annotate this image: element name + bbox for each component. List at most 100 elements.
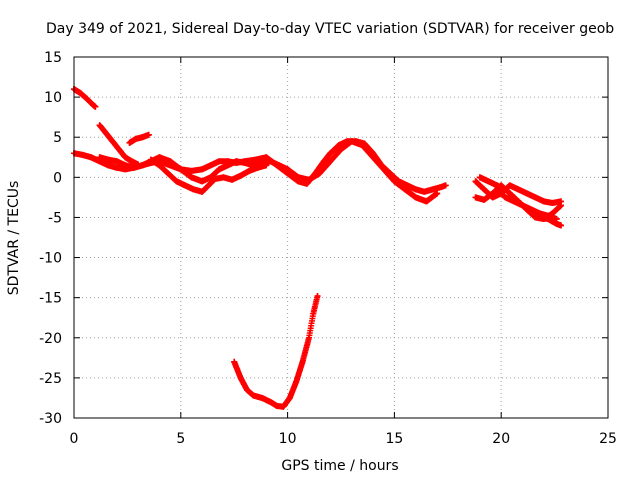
data-point (237, 172, 244, 179)
data-point (493, 186, 500, 193)
data-point (199, 166, 206, 173)
data-point (438, 183, 445, 190)
data-point (167, 158, 174, 165)
data-point (485, 178, 492, 185)
data-point (207, 162, 214, 169)
x-tick-label: 5 (176, 431, 185, 447)
data-point (173, 178, 180, 185)
data-point (359, 142, 366, 149)
data-point (241, 159, 248, 166)
data-point (421, 188, 428, 195)
x-axis-label: GPS time / hours (281, 458, 398, 474)
data-point (553, 216, 560, 223)
data-point (105, 162, 112, 169)
data-point (190, 186, 197, 193)
data-point (113, 158, 120, 165)
data-point (237, 374, 244, 381)
data-point (429, 186, 436, 193)
data-point (532, 194, 539, 201)
data-point (558, 222, 565, 229)
y-axis-label: SDTVAR / TECUs (6, 181, 22, 296)
data-point (115, 146, 122, 153)
data-point (472, 178, 479, 185)
data-point (122, 154, 129, 161)
data-point (295, 174, 302, 181)
data-point (224, 162, 231, 169)
data-point (472, 194, 479, 201)
y-tick-label: 0 (53, 170, 62, 186)
data-point (88, 154, 95, 161)
data-point (549, 200, 556, 207)
data-point (156, 154, 163, 161)
data-point (246, 167, 253, 174)
data-point (370, 154, 377, 161)
data-point (177, 166, 184, 173)
data-point (314, 293, 321, 300)
y-tick-label: -10 (39, 251, 62, 267)
data-point (122, 162, 129, 169)
data-point (502, 194, 509, 201)
data-point (130, 164, 137, 171)
data-point (83, 95, 90, 102)
data-point (280, 403, 287, 410)
data-point (380, 166, 387, 173)
data-point (412, 186, 419, 193)
data-point (156, 162, 163, 169)
series-trace-11 (493, 186, 560, 223)
x-tick-label: 20 (492, 431, 510, 447)
data-point (511, 198, 518, 205)
data-point (310, 310, 317, 317)
data-point (267, 398, 274, 405)
data-point (273, 402, 280, 409)
data-point (113, 164, 120, 171)
series-trace-5 (126, 131, 152, 146)
data-point (250, 392, 257, 399)
data-point (126, 139, 133, 146)
data-point (519, 202, 526, 209)
chart-title: Day 349 of 2021, Sidereal Day-to-day VTE… (46, 21, 614, 37)
data-point (199, 178, 206, 185)
data-point (305, 334, 312, 341)
data-point (207, 174, 214, 181)
series-trace-4 (96, 122, 142, 168)
data-point (216, 158, 223, 165)
data-point (135, 161, 142, 168)
data-point (404, 182, 411, 189)
grid (74, 57, 608, 418)
data-point (267, 158, 274, 165)
data-point (139, 162, 146, 169)
data-point (103, 130, 110, 137)
data-point (286, 394, 293, 401)
data-point (105, 156, 112, 163)
data-point (545, 212, 552, 219)
x-tick-label: 10 (279, 431, 297, 447)
data-point (434, 190, 441, 197)
data-point (220, 174, 227, 181)
series-trace-6 (147, 156, 270, 195)
data-series (71, 86, 565, 410)
data-point (96, 154, 103, 161)
data-point (305, 176, 312, 183)
x-tick-label: 0 (70, 431, 79, 447)
data-point (139, 134, 146, 141)
data-point (540, 198, 547, 205)
y-tick-label: 5 (53, 130, 62, 146)
x-tick-label: 25 (599, 431, 617, 447)
data-point (92, 103, 99, 110)
data-point (327, 150, 334, 157)
data-point (128, 158, 135, 165)
data-point (132, 135, 139, 142)
data-point (481, 196, 488, 203)
data-point (211, 175, 218, 182)
data-point (528, 206, 535, 213)
plot-frame (73, 56, 609, 419)
data-point (231, 358, 238, 365)
data-point (320, 158, 327, 165)
series-trace-7 (231, 293, 321, 410)
data-point (327, 158, 334, 165)
data-point (316, 170, 323, 177)
y-tick-label: 15 (44, 50, 62, 66)
y-tick-label: 10 (44, 90, 62, 106)
data-point (442, 182, 449, 189)
